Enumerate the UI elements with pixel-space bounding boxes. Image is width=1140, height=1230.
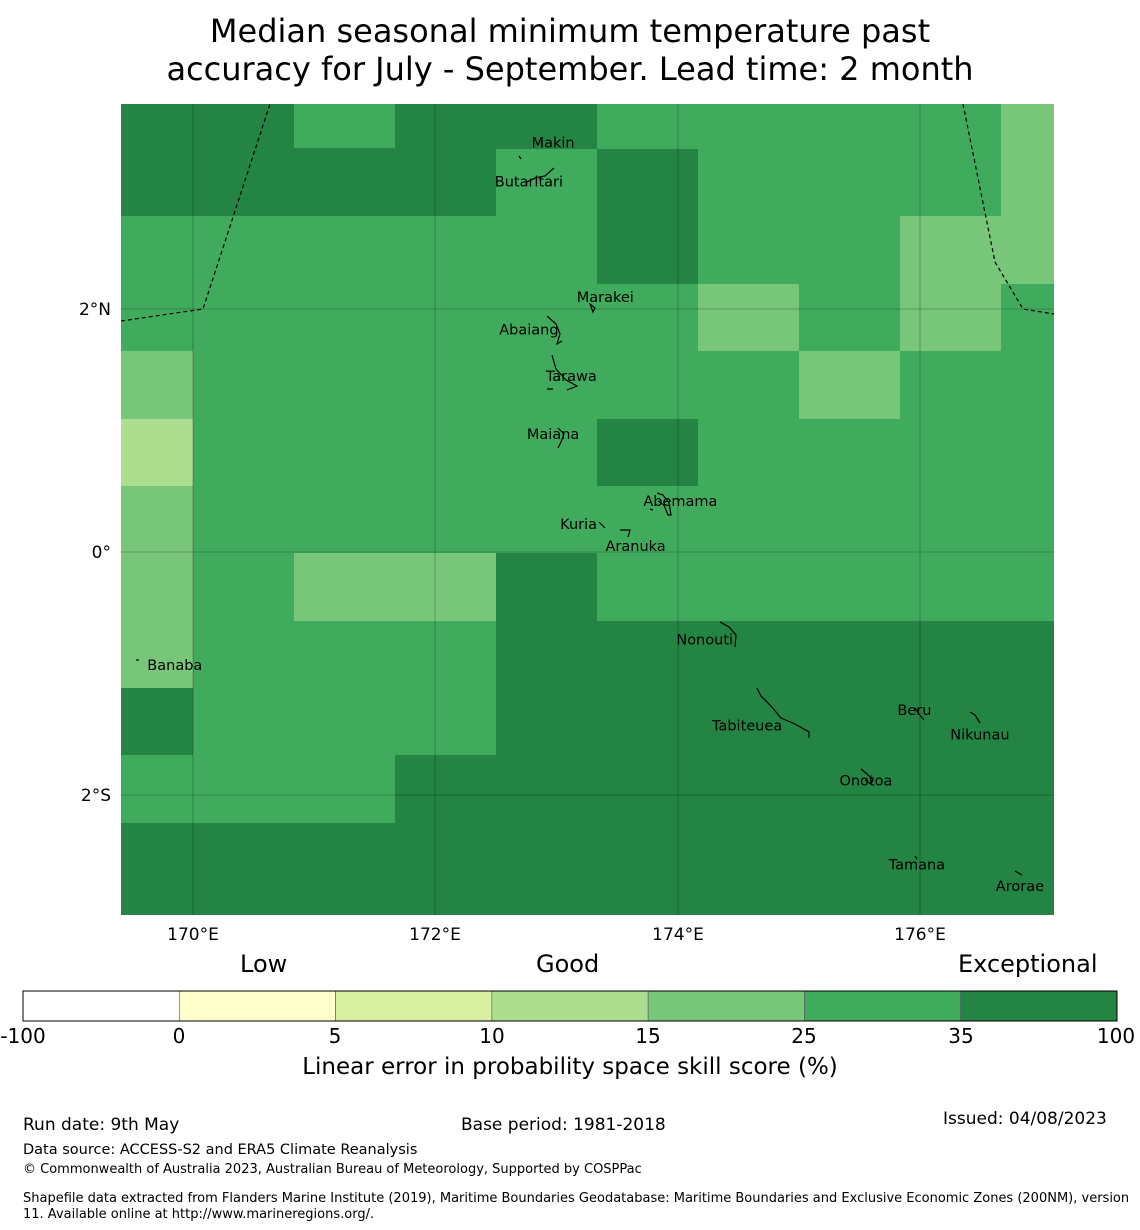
place-label: Abaiang — [499, 323, 558, 339]
place-label: Marakei — [577, 290, 634, 306]
grid-cell — [900, 216, 1001, 351]
lon-tick-label: 176°E — [894, 925, 946, 945]
lon-tick-labels: 170°E 172°E 174°E 176°E — [167, 925, 946, 945]
grid-cell — [496, 553, 597, 621]
island-outline — [588, 302, 596, 314]
lon-tick-label: 172°E — [409, 925, 461, 945]
place-label: Onotoa — [839, 773, 892, 789]
grid-cell — [121, 419, 193, 486]
grid-cell — [294, 148, 496, 216]
colorbar-title: Linear error in probability space skill … — [302, 1054, 838, 1080]
colorbar-tick-label: 5 — [328, 1024, 342, 1048]
place-label: Makin — [532, 136, 575, 152]
copyright-notice: © Commonwealth of Australia 2023, Austra… — [23, 1162, 642, 1177]
grid-cell — [597, 149, 698, 284]
colorbar-segment — [647, 990, 805, 1022]
island-outline — [719, 621, 737, 648]
grid-cell — [121, 486, 193, 688]
grid-cell — [1001, 104, 1054, 284]
island-outline — [557, 427, 565, 449]
base-period: Base period: 1981-2018 — [461, 1115, 666, 1135]
island-outline — [598, 521, 631, 538]
place-label: Tabiteuea — [711, 719, 782, 735]
graticule — [121, 104, 1054, 915]
colorbar-tick-label: 15 — [635, 1024, 661, 1048]
colorbar-segment — [491, 990, 649, 1022]
colorbar-tick-label: -100 — [0, 1024, 46, 1048]
island-outline — [969, 711, 981, 724]
place-label: Nonouti — [676, 633, 733, 649]
lat-tick-label: 2°S — [81, 786, 111, 806]
colorbar-tick-label: 35 — [948, 1024, 974, 1048]
place-label: Aranuka — [606, 539, 666, 555]
grid-cell — [121, 823, 395, 915]
place-label: Arorae — [996, 879, 1044, 895]
colorbar-segment — [178, 990, 336, 1022]
colorbar-tick-label: 10 — [479, 1024, 505, 1048]
grid-cell — [698, 284, 799, 351]
grid-cell — [597, 419, 698, 486]
legend-category-exceptional: Exceptional — [958, 950, 1098, 978]
island-outline — [518, 155, 522, 160]
lat-tick-labels: 2°N 0° 2°S — [79, 300, 111, 806]
colorbar-segment — [960, 990, 1118, 1022]
place-label: Tarawa — [545, 369, 597, 385]
grid-cell — [395, 104, 597, 149]
colorbar-segment — [22, 990, 180, 1022]
colorbar-tick-label: 100 — [1096, 1024, 1136, 1048]
colorbar — [22, 990, 1118, 1022]
map-title-line-2: accuracy for July - September. Lead time… — [166, 50, 974, 88]
lat-tick-label: 2°N — [79, 300, 111, 320]
run-date: Run date: 9th May — [23, 1115, 180, 1135]
colorbar-frame — [22, 990, 1118, 1022]
legend-category-low: Low — [240, 950, 288, 978]
grid-cell — [121, 351, 193, 419]
data-source: Data source: ACCESS-S2 and ERA5 Climate … — [23, 1142, 418, 1158]
grid-cell — [799, 351, 900, 419]
grid-cell — [496, 621, 1054, 755]
legend-category-good: Good — [536, 950, 600, 978]
island-outline — [546, 315, 563, 346]
eez-boundaries — [120, 103, 1055, 322]
map-title-line-1: Median seasonal minimum temperature past — [209, 12, 931, 50]
issued-date: Issued: 04/08/2023 — [943, 1109, 1107, 1129]
grid-cell — [395, 755, 1054, 915]
grid-cell — [121, 104, 294, 216]
island-coastlines — [136, 155, 1023, 876]
grid-cell — [121, 688, 193, 755]
colorbar-segment — [335, 990, 493, 1022]
island-outline — [649, 492, 672, 516]
island-outline — [547, 354, 579, 391]
lon-tick-label: 174°E — [652, 925, 704, 945]
place-label: Kuria — [560, 517, 597, 533]
place-label: Maiana — [527, 427, 579, 443]
island-outline — [526, 167, 555, 183]
island-outline — [860, 768, 874, 785]
eez-boundary-west — [120, 103, 271, 322]
colorbar-segment — [804, 990, 962, 1022]
lon-tick-label: 170°E — [167, 925, 219, 945]
lat-tick-label: 0° — [92, 543, 111, 563]
colorbar-tick-label: 25 — [791, 1024, 817, 1048]
grid-cell — [294, 553, 496, 621]
island-outline — [914, 855, 918, 860]
place-label: Abemama — [643, 494, 717, 510]
place-label: Nikunau — [950, 727, 1009, 743]
place-label: Banaba — [147, 658, 202, 674]
place-label: Beru — [897, 703, 931, 719]
skill-grid — [121, 104, 1054, 915]
island-outline — [756, 687, 810, 738]
shapefile-credit: Shapefile data extracted from Flanders M… — [23, 1191, 1130, 1222]
place-label: Tamana — [888, 857, 945, 873]
island-outline — [914, 707, 925, 721]
map-title: Median seasonal minimum temperature past… — [0, 12, 1140, 88]
place-labels: Makin Butaritari Marakei Abaiang Tarawa Maian… — [147, 136, 1044, 896]
place-label: Butaritari — [495, 174, 563, 190]
island-outline — [1014, 870, 1023, 876]
eez-boundary-east — [962, 103, 1055, 315]
colorbar-tick-label: 0 — [172, 1024, 186, 1048]
